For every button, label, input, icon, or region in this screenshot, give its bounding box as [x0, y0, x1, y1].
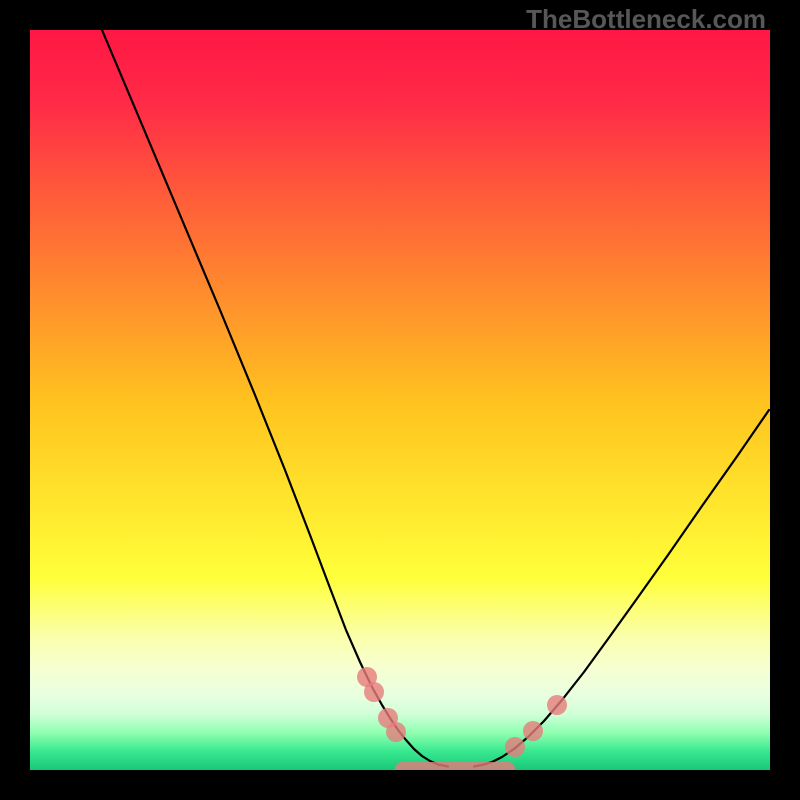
- gradient-background: [30, 30, 770, 770]
- marker-optimal-range-bar: [395, 762, 515, 770]
- marker-dot: [523, 721, 543, 741]
- marker-dot: [386, 722, 406, 742]
- marker-dot: [547, 695, 567, 715]
- plot-area: [30, 30, 770, 770]
- plot-svg: [30, 30, 770, 770]
- marker-dot: [505, 737, 525, 757]
- chart-frame: [0, 0, 800, 800]
- watermark-text: TheBottleneck.com: [526, 4, 766, 35]
- marker-dot: [364, 682, 384, 702]
